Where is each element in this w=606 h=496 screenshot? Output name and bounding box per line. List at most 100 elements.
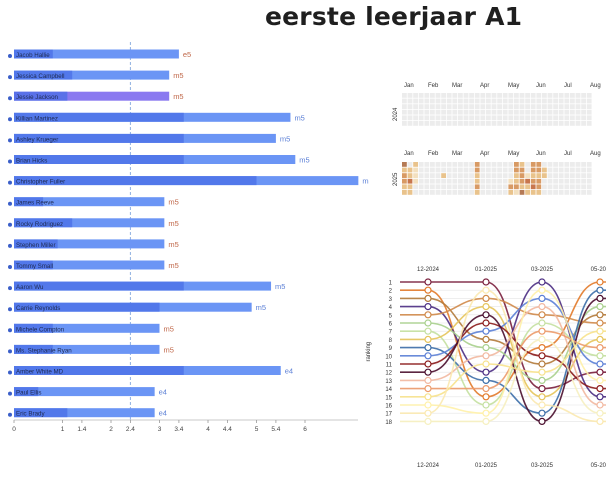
bar-category-label: Ashley Krueger xyxy=(16,136,58,143)
cal-cell-2024 xyxy=(474,98,480,104)
cal-cell-2024 xyxy=(553,109,558,115)
cal-cell-2024 xyxy=(452,104,458,109)
cal-cell-2025 xyxy=(564,167,570,173)
cal-cell-2025 xyxy=(402,167,407,173)
cal-cell-2024 xyxy=(558,121,564,126)
cal-cell-2024 xyxy=(441,98,446,104)
bar-10 xyxy=(14,239,165,249)
bar-category-label: Amber White MD xyxy=(16,369,64,376)
cal-cell-2025 xyxy=(424,184,430,190)
month-label: Jun xyxy=(536,83,546,89)
series-point xyxy=(482,327,490,335)
month-label: Aug xyxy=(590,151,601,157)
cal-cell-2024 xyxy=(402,109,407,115)
cal-cell-2025 xyxy=(536,162,542,167)
cal-cell-2024 xyxy=(514,109,519,115)
y-tick-label: 2 xyxy=(389,289,393,295)
year-label-2025: 2025 xyxy=(393,172,399,186)
cal-cell-2024 xyxy=(452,98,458,104)
y-tick-label: 4 xyxy=(389,305,393,311)
cal-cell-2024 xyxy=(474,109,480,115)
cal-cell-2025 xyxy=(502,190,508,195)
cal-cell-2025 xyxy=(452,162,458,167)
bar-category-label: James Reeve xyxy=(16,200,54,207)
series-point xyxy=(424,311,432,319)
cal-cell-2024 xyxy=(435,98,441,104)
series-line-18 xyxy=(400,338,606,423)
bar-inner-12 xyxy=(14,281,184,291)
month-label: Jul xyxy=(564,151,572,157)
series-point xyxy=(482,311,490,319)
row-dot-5 xyxy=(8,138,12,143)
bar-value-label: m5 xyxy=(168,261,178,270)
x-tick-label: 5 xyxy=(255,426,259,433)
series-point xyxy=(596,319,604,327)
cal-cell-2025 xyxy=(407,190,413,195)
bar-inner-2 xyxy=(14,70,73,80)
cal-cell-2025 xyxy=(564,184,570,190)
cal-cell-2025 xyxy=(458,162,463,167)
bar-14 xyxy=(14,323,160,333)
cal-cell-2024 xyxy=(407,104,413,109)
cal-cell-2024 xyxy=(458,121,463,126)
bar-value-label: m5 xyxy=(280,134,290,143)
cal-cell-2024 xyxy=(514,98,519,104)
bar-inner-16 xyxy=(14,366,184,375)
series-point xyxy=(482,368,490,376)
series-line-4 xyxy=(400,281,606,398)
x-tick-label: 1 xyxy=(61,426,65,433)
cal-cell-2025 xyxy=(570,173,575,178)
cal-cell-2024 xyxy=(491,109,497,115)
cal-cell-2024 xyxy=(570,109,575,115)
cal-cell-2024 xyxy=(570,98,575,104)
y-tick-label: 10 xyxy=(385,354,392,360)
cal-cell-2024 xyxy=(581,98,586,104)
x-tick-label: 3 xyxy=(158,426,162,433)
cal-cell-2024 xyxy=(418,98,424,104)
cal-cell-2025 xyxy=(553,162,558,167)
cal-cell-2024 xyxy=(525,98,530,104)
series-point xyxy=(538,311,546,319)
series-point xyxy=(424,327,432,335)
cal-cell-2025 xyxy=(558,184,564,190)
cal-cell-2024 xyxy=(514,93,519,98)
series-point xyxy=(538,409,546,417)
row-dot-16 xyxy=(8,370,12,375)
series-point xyxy=(596,311,604,319)
cal-cell-2025 xyxy=(474,190,480,195)
cal-cell-2024 xyxy=(547,104,553,109)
bar-inner-5 xyxy=(14,133,184,143)
month-label: Aug xyxy=(590,83,601,89)
cal-cell-2025 xyxy=(469,173,474,178)
cal-cell-2024 xyxy=(530,121,536,126)
cal-cell-2024 xyxy=(407,109,413,115)
cal-cell-2024 xyxy=(530,93,536,98)
row-dot-2 xyxy=(8,75,12,80)
cal-cell-2024 xyxy=(508,115,514,121)
cal-cell-2025 xyxy=(435,167,441,173)
bar-value-label: m5 xyxy=(164,345,174,354)
cal-cell-2025 xyxy=(519,178,525,184)
cal-cell-2024 xyxy=(542,115,547,121)
cal-cell-2024 xyxy=(575,121,581,126)
bar-category-label: Jessie Jackson xyxy=(16,94,59,101)
cal-cell-2025 xyxy=(486,190,491,195)
cal-cell-2025 xyxy=(581,162,586,167)
cal-cell-2024 xyxy=(586,93,592,98)
series-point xyxy=(538,417,546,425)
cal-cell-2024 xyxy=(575,93,581,98)
x-tick-label: 6 xyxy=(303,426,307,433)
cal-cell-2025 xyxy=(452,167,458,173)
cal-cell-2024 xyxy=(519,93,525,98)
cal-cell-2024 xyxy=(558,93,564,98)
cal-cell-2025 xyxy=(430,167,435,173)
cal-cell-2025 xyxy=(514,162,519,167)
cal-cell-2024 xyxy=(508,121,514,126)
cal-cell-2024 xyxy=(581,121,586,126)
series-point xyxy=(596,286,604,294)
cal-cell-2025 xyxy=(435,162,441,167)
cal-cell-2025 xyxy=(463,173,469,178)
cal-cell-2024 xyxy=(452,115,458,121)
cal-cell-2024 xyxy=(519,115,525,121)
cal-cell-2025 xyxy=(413,184,418,190)
